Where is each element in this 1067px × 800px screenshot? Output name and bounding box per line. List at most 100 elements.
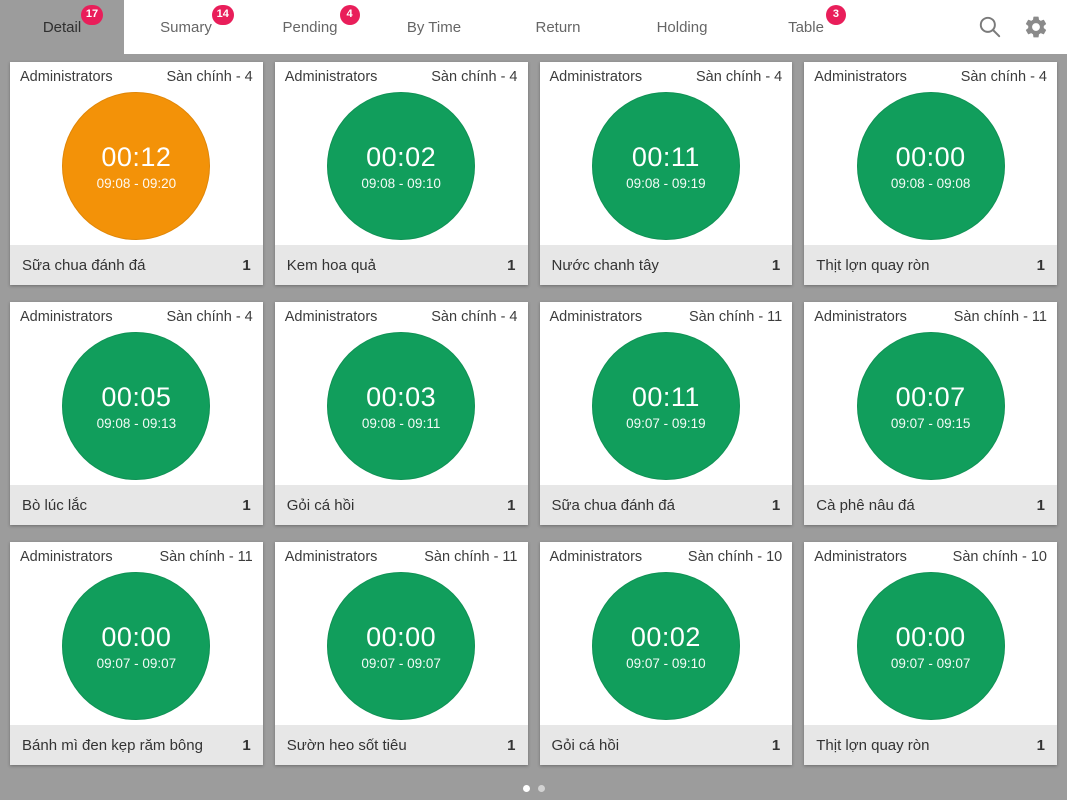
item-name: Cà phê nâu đá [816,496,915,514]
order-table: Sàn chính - 4 [960,69,1047,85]
order-card[interactable]: Administrators Sàn chính - 4 00:00 09:08… [804,62,1057,285]
timer-elapsed: 00:11 [631,141,700,172]
tab-pending[interactable]: Pending 4 [248,0,372,54]
item-quantity: 1 [771,736,781,754]
order-card-footer: Thịt lợn quay ròn 1 [804,725,1057,765]
item-name: Bánh mì đen kẹp răm bông [22,736,203,754]
timer-circle: 00:02 09:08 - 09:10 [327,92,476,240]
order-user: Administrators [814,549,907,565]
timer-circle: 00:00 09:08 - 09:08 [856,92,1005,240]
search-icon[interactable] [975,12,1005,42]
tab-holding[interactable]: Holding [620,0,744,54]
tab-label: Holding [656,18,708,36]
order-user: Administrators [549,69,643,85]
pager-dot[interactable] [522,785,530,792]
timer-range: 09:07 - 09:19 [626,415,706,431]
item-name: Sườn heo sốt tiêu [286,736,407,754]
timer-range: 09:08 - 09:10 [361,175,441,191]
timer-circle: 00:00 09:07 - 09:07 [327,572,476,720]
timer-elapsed: 00:11 [631,381,700,412]
item-quantity: 1 [771,496,781,514]
item-quantity: 1 [1036,736,1045,754]
tab-label: Detail [42,18,82,36]
timer-circle: 00:11 09:07 - 09:19 [591,332,740,480]
item-name: Kem hoa quả [286,256,376,274]
timer-range: 09:08 - 09:08 [890,175,971,191]
tab-by-time[interactable]: By Time [372,0,496,54]
pager-dot[interactable] [537,785,545,792]
timer-area: 00:02 09:07 - 09:10 [540,567,793,725]
order-card-footer: Gỏi cá hồi 1 [539,725,793,765]
timer-area: 00:03 09:08 - 09:11 [275,327,528,485]
timer-elapsed: 00:00 [895,141,966,172]
order-card-header: Administrators Sàn chính - 4 [540,62,793,87]
order-user: Administrators [814,69,907,85]
order-table: Sàn chính - 4 [431,309,518,325]
timer-circle: 00:07 09:07 - 09:15 [856,332,1005,480]
timer-elapsed: 00:12 [101,141,172,172]
timer-area: 00:00 09:08 - 09:08 [804,87,1057,245]
order-card[interactable]: Administrators Sàn chính - 4 00:12 09:08… [10,62,263,285]
order-table: Sàn chính - 11 [159,549,253,565]
timer-range: 09:07 - 09:07 [361,655,441,671]
timer-range: 09:07 - 09:07 [890,655,971,671]
order-table: Sàn chính - 4 [166,309,253,325]
tab-detail[interactable]: Detail 17 [0,0,124,54]
timer-area: 00:12 09:08 - 09:20 [10,87,263,245]
tab-badge: 17 [80,4,104,25]
item-name: Thịt lợn quay ròn [816,256,930,274]
order-card[interactable]: Administrators Sàn chính - 4 00:11 09:08… [539,62,793,285]
order-table: Sàn chính - 10 [952,549,1047,565]
order-card-header: Administrators Sàn chính - 11 [804,302,1057,327]
order-user: Administrators [284,309,378,325]
item-name: Thịt lợn quay ròn [816,736,930,754]
gear-icon[interactable] [1021,12,1051,42]
order-card[interactable]: Administrators Sàn chính - 4 00:02 09:08… [274,62,528,285]
timer-circle: 00:11 09:08 - 09:19 [591,92,740,240]
timer-elapsed: 00:05 [101,381,172,412]
order-user: Administrators [284,69,378,85]
timer-range: 09:07 - 09:15 [890,415,971,431]
order-table: Sàn chính - 11 [424,549,518,565]
order-card[interactable]: Administrators Sàn chính - 10 00:02 09:0… [539,542,793,765]
tab-badge: 3 [825,4,846,25]
order-card[interactable]: Administrators Sàn chính - 11 00:00 09:0… [10,542,263,765]
order-card[interactable]: Administrators Sàn chính - 10 00:00 09:0… [804,542,1057,765]
order-card[interactable]: Administrators Sàn chính - 11 00:00 09:0… [274,542,528,765]
order-card-footer: Sườn heo sốt tiêu 1 [274,725,528,765]
tab-label: Table [788,18,824,36]
order-card-header: Administrators Sàn chính - 4 [10,62,263,87]
order-card-header: Administrators Sàn chính - 4 [275,302,528,327]
order-card-footer: Nước chanh tây 1 [539,245,793,285]
order-card[interactable]: Administrators Sàn chính - 4 00:03 09:08… [274,302,528,525]
order-card-footer: Sữa chua đánh đá 1 [10,245,263,285]
order-card[interactable]: Administrators Sàn chính - 4 00:05 09:08… [10,302,263,525]
timer-elapsed: 00:02 [630,621,701,652]
order-card-header: Administrators Sàn chính - 4 [275,62,528,87]
timer-area: 00:11 09:08 - 09:19 [540,87,793,245]
order-user: Administrators [20,69,113,85]
order-card[interactable]: Administrators Sàn chính - 11 00:11 09:0… [539,302,793,525]
order-user: Administrators [549,549,643,565]
item-quantity: 1 [1036,256,1045,274]
timer-elapsed: 00:03 [366,381,437,412]
order-card-header: Administrators Sàn chính - 4 [10,302,263,327]
item-name: Sữa chua đánh đá [551,496,675,514]
order-card[interactable]: Administrators Sàn chính - 11 00:07 09:0… [804,302,1057,525]
timer-circle: 00:00 09:07 - 09:07 [62,572,211,720]
tab-return[interactable]: Return [496,0,620,54]
tab-table[interactable]: Table 3 [744,0,868,54]
order-table: Sàn chính - 4 [696,69,783,85]
item-quantity: 1 [242,736,251,754]
order-grid: Administrators Sàn chính - 4 00:12 09:08… [0,54,1067,765]
timer-circle: 00:12 09:08 - 09:20 [62,92,211,240]
timer-circle: 00:00 09:07 - 09:07 [856,572,1005,720]
order-card-header: Administrators Sàn chính - 10 [804,542,1057,567]
tab-sumary[interactable]: Sumary 14 [124,0,248,54]
tab-badge: 14 [211,4,234,25]
timer-elapsed: 00:07 [895,381,966,412]
timer-circle: 00:02 09:07 - 09:10 [591,572,740,720]
order-card-footer: Gỏi cá hồi 1 [274,485,528,525]
item-quantity: 1 [1036,496,1045,514]
item-quantity: 1 [771,256,781,274]
